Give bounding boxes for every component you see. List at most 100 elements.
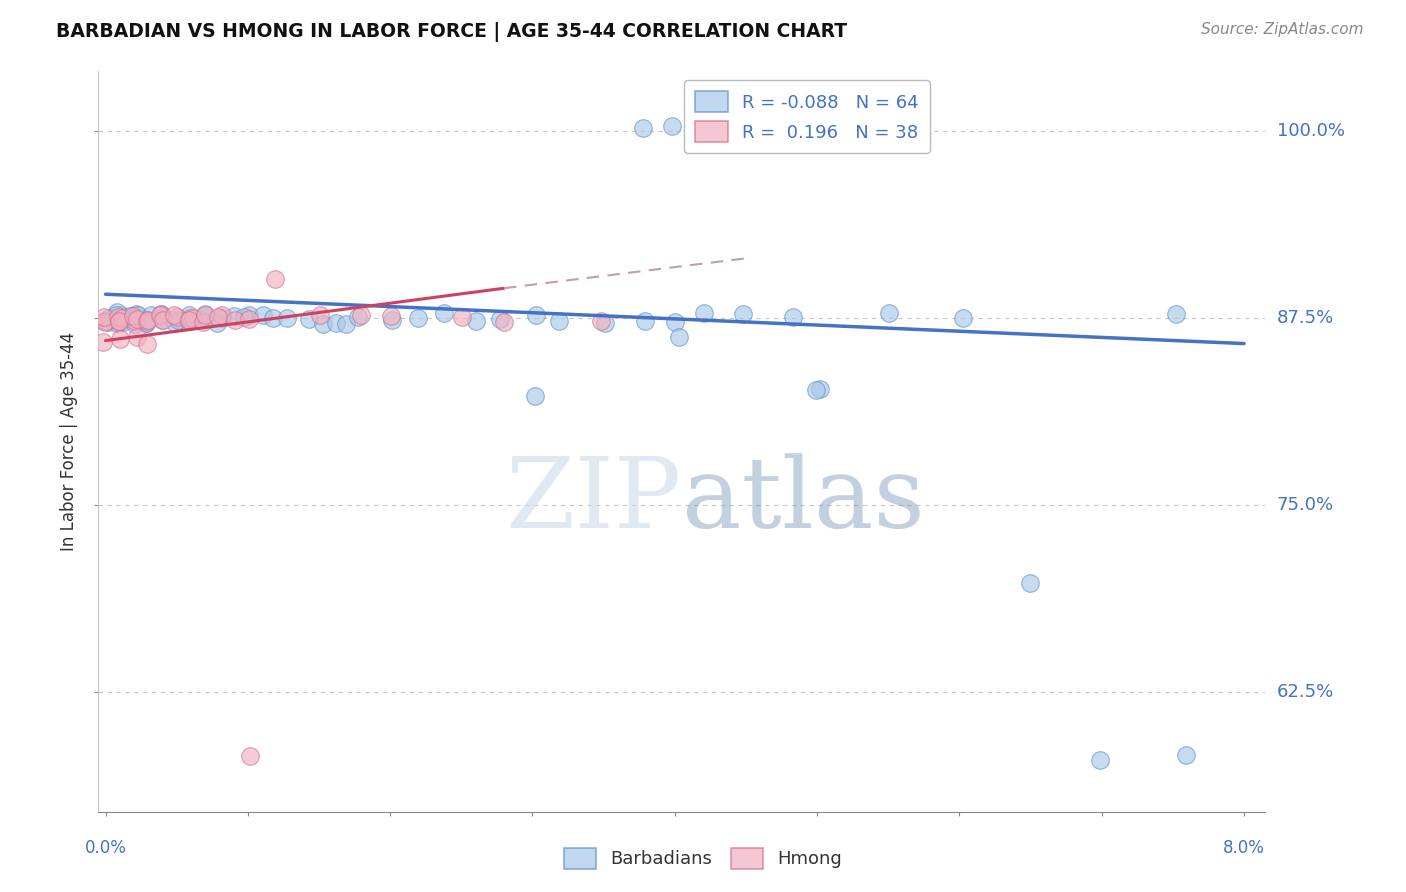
Point [135,316,157,330]
Point [325,316,347,330]
Point [1164,307,1187,321]
Point [105,316,128,330]
Point [464,314,486,328]
Point [134,313,156,327]
Point [263,271,285,285]
Point [124,317,146,331]
Point [668,330,690,344]
Point [91,335,114,350]
Point [149,307,172,321]
Point [110,308,132,322]
Text: 62.5%: 62.5% [1277,683,1334,701]
Point [122,310,145,324]
Point [276,310,298,325]
Point [224,312,246,326]
Point [149,308,172,322]
Point [105,305,128,319]
Point [523,389,546,403]
Point [125,307,148,321]
Point [312,317,335,331]
Text: BARBADIAN VS HMONG IN LABOR FORCE | AGE 35-44 CORRELATION CHART: BARBADIAN VS HMONG IN LABOR FORCE | AGE … [56,22,848,42]
Point [194,308,217,322]
Point [136,312,159,326]
Point [104,308,127,322]
Point [163,317,186,331]
Point [810,382,832,396]
Point [634,313,657,327]
Point [489,312,512,326]
Point [163,308,186,322]
Point [181,310,204,325]
Point [252,308,274,322]
Point [381,313,404,327]
Point [1174,747,1197,762]
Point [179,310,201,325]
Point [952,310,974,325]
Point [207,310,229,324]
Point [179,309,201,323]
Point [108,316,131,330]
Point [238,312,260,326]
Point [347,310,370,324]
Point [136,337,159,351]
Point [111,315,134,329]
Text: 87.5%: 87.5% [1277,310,1334,327]
Point [782,310,804,324]
Point [593,316,616,330]
Text: 0.0%: 0.0% [84,839,127,857]
Point [191,315,214,329]
Point [98,310,121,325]
Point [93,310,115,325]
Y-axis label: In Labor Force | Age 35-44: In Labor Force | Age 35-44 [60,332,79,551]
Point [309,308,332,322]
Point [125,329,148,343]
Point [205,316,228,330]
Point [177,313,200,327]
Point [335,317,357,331]
Point [135,316,157,330]
Point [1088,753,1111,767]
Point [350,308,373,322]
Point [94,315,117,329]
Point [107,310,129,324]
Point [150,313,173,327]
Point [804,383,827,397]
Point [118,309,141,323]
Point [96,315,118,329]
Point [139,308,162,322]
Point [222,309,245,323]
Point [193,310,215,324]
Text: 8.0%: 8.0% [1223,839,1265,857]
Point [664,315,686,329]
Point [166,313,188,327]
Point [547,314,569,328]
Point [150,307,173,321]
Point [239,748,262,763]
Point [733,308,755,322]
Point [94,314,117,328]
Point [179,313,201,327]
Point [688,127,710,141]
Point [591,314,613,328]
Point [494,315,516,329]
Point [93,314,115,328]
Text: atlas: atlas [682,453,925,549]
Point [692,306,714,320]
Point [194,306,217,320]
Point [111,311,134,326]
Point [233,310,256,325]
Text: 75.0%: 75.0% [1277,496,1334,514]
Point [524,308,547,322]
Text: Source: ZipAtlas.com: Source: ZipAtlas.com [1201,22,1364,37]
Point [166,310,188,324]
Point [631,120,654,135]
Point [125,312,148,326]
Point [152,313,174,327]
Point [1018,576,1040,591]
Point [263,311,285,326]
Point [451,310,474,324]
Point [211,311,233,326]
Point [135,314,157,328]
Point [108,332,131,346]
Text: 100.0%: 100.0% [1277,122,1344,140]
